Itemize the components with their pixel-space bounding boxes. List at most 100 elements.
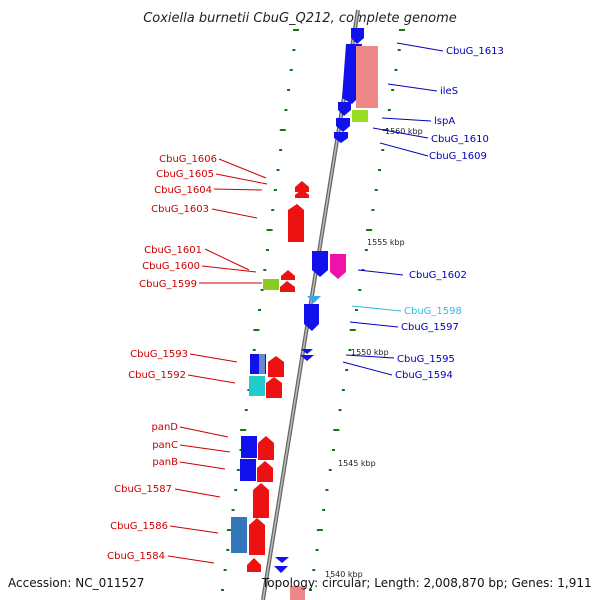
gene-CbuG_1602b[interactable] <box>330 254 346 279</box>
gene-small-2[interactable] <box>336 118 350 132</box>
label-CbuG_1586[interactable]: CbuG_1586 <box>110 521 168 532</box>
label-panB[interactable]: panB <box>152 457 178 468</box>
tick-mark <box>223 569 227 571</box>
gene-CbuG_1586b[interactable] <box>249 518 265 555</box>
tick-mark <box>279 129 286 131</box>
tick-mark <box>374 189 378 191</box>
label-CbuG_1602[interactable]: CbuG_1602 <box>409 270 467 281</box>
gene-panD[interactable] <box>241 436 257 458</box>
label-CbuG_1593[interactable]: CbuG_1593 <box>130 349 188 360</box>
gene-small-3[interactable] <box>334 132 348 143</box>
gene-CbuG_1592[interactable] <box>249 376 265 396</box>
tick-mark <box>260 289 264 291</box>
tick-mark <box>253 329 260 331</box>
tick-mark <box>284 109 288 111</box>
label-CbuG_1603[interactable]: CbuG_1603 <box>151 204 209 215</box>
gene-panC-b[interactable] <box>258 436 274 460</box>
tick-mark <box>397 49 401 51</box>
gene-CbuG_1602[interactable] <box>312 251 328 277</box>
tick-mark <box>236 469 240 471</box>
gene-CbuG_1593-part <box>259 354 265 374</box>
gene-panC[interactable] <box>240 459 256 481</box>
label-CbuG_1610[interactable]: CbuG_1610 <box>431 134 489 145</box>
tick-mark <box>349 329 356 331</box>
gene-CbuG_1595[interactable] <box>301 349 313 354</box>
label-lspA[interactable]: lspA <box>434 116 455 127</box>
label-CbuG_1601[interactable]: CbuG_1601 <box>144 245 202 256</box>
tick-mark <box>276 169 280 171</box>
tick-mark <box>263 269 267 271</box>
gene-CbuG_1586[interactable] <box>231 517 247 553</box>
tick-mark <box>273 189 277 191</box>
gene-bottom-pink[interactable] <box>290 586 305 600</box>
label-panD[interactable]: panD <box>151 422 178 433</box>
tick-mark <box>394 69 398 71</box>
right-labels: CbuG_1613 ileS lspA CbuG_1610 CbuG_1609 … <box>395 46 504 381</box>
scale-label-1560: 1560 kbp <box>385 127 423 136</box>
label-CbuG_1606[interactable]: CbuG_1606 <box>159 154 217 165</box>
gene-CbuG_1600[interactable] <box>281 270 295 280</box>
label-CbuG_1605[interactable]: CbuG_1605 <box>156 169 214 180</box>
tick-mark <box>287 89 291 91</box>
gene-small-1[interactable] <box>338 102 351 116</box>
scale-label-1555: 1555 kbp <box>367 238 405 247</box>
scale-label-1550: 1550 kbp <box>351 348 389 357</box>
reverse-strand-genes <box>274 28 378 600</box>
gene-CbuG_1592b[interactable] <box>266 377 282 398</box>
label-CbuG_1598[interactable]: CbuG_1598 <box>404 306 462 317</box>
label-CbuG_1599[interactable]: CbuG_1599 <box>139 279 197 290</box>
gene-lspA[interactable] <box>352 110 368 122</box>
gene-CbuG_1597[interactable] <box>304 304 319 331</box>
gene-CbuG_1599b[interactable] <box>280 281 295 292</box>
genome-title: Coxiella burnetii CbuG_Q212, complete ge… <box>143 11 457 26</box>
tick-mark <box>231 509 235 511</box>
label-CbuG_1613[interactable]: CbuG_1613 <box>446 46 504 57</box>
tick-mark <box>361 269 365 271</box>
tick-mark <box>293 29 299 31</box>
gene-CbuG_1613[interactable] <box>351 28 364 44</box>
label-CbuG_1604[interactable]: CbuG_1604 <box>154 185 212 196</box>
label-panC[interactable]: panC <box>152 440 178 451</box>
label-CbuG_1594[interactable]: CbuG_1594 <box>395 370 453 381</box>
gene-CbuG_1605[interactable] <box>295 189 309 198</box>
label-CbuG_1595[interactable]: CbuG_1595 <box>397 354 455 365</box>
label-CbuG_1600[interactable]: CbuG_1600 <box>142 261 200 272</box>
label-CbuG_1592[interactable]: CbuG_1592 <box>128 370 186 381</box>
tick-mark <box>355 309 358 311</box>
tick-mark <box>244 409 248 411</box>
tick-mark <box>358 289 362 291</box>
label-CbuG_1597[interactable]: CbuG_1597 <box>401 322 459 333</box>
topology-text: Topology: circular; Length: 2,008,870 bp… <box>261 576 592 590</box>
gene-CbuG_1593b[interactable] <box>268 356 284 377</box>
label-CbuG_1587[interactable]: CbuG_1587 <box>114 484 172 495</box>
gene-ileS[interactable] <box>356 46 378 108</box>
tick-mark <box>226 549 230 551</box>
label-CbuG_1609[interactable]: CbuG_1609 <box>429 151 487 162</box>
tick-mark <box>399 29 405 31</box>
gene-panB[interactable] <box>257 461 273 482</box>
gene-CbuG_1587[interactable] <box>253 483 269 518</box>
tick-mark <box>325 489 329 491</box>
label-ileS[interactable]: ileS <box>440 86 458 97</box>
gene-CbuG_1606[interactable] <box>295 181 309 192</box>
tick-mark <box>387 109 391 111</box>
gene-bottom-2[interactable] <box>274 566 288 573</box>
gene-CbuG_1594[interactable] <box>300 355 314 361</box>
gene-CbuG_1584[interactable] <box>247 558 261 572</box>
gene-CbuG_1542[interactable] <box>275 557 289 563</box>
tick-mark <box>341 389 345 391</box>
tick-mark <box>371 209 375 211</box>
gene-CbuG_1598[interactable] <box>307 296 321 303</box>
tick-mark <box>265 249 269 251</box>
scale-labels: 1560 kbp 1555 kbp 1550 kbp 1545 kbp 1540… <box>325 127 423 579</box>
tick-mark <box>266 229 273 231</box>
gene-CbuG_1603[interactable] <box>288 204 304 242</box>
label-leaders <box>167 42 444 564</box>
tick-mark <box>366 229 373 231</box>
label-CbuG_1584[interactable]: CbuG_1584 <box>107 551 165 562</box>
tick-mark <box>258 309 261 311</box>
scale-label-1540: 1540 kbp <box>325 570 363 579</box>
gene-CbuG_1599[interactable] <box>263 279 279 290</box>
tick-mark <box>292 49 296 51</box>
